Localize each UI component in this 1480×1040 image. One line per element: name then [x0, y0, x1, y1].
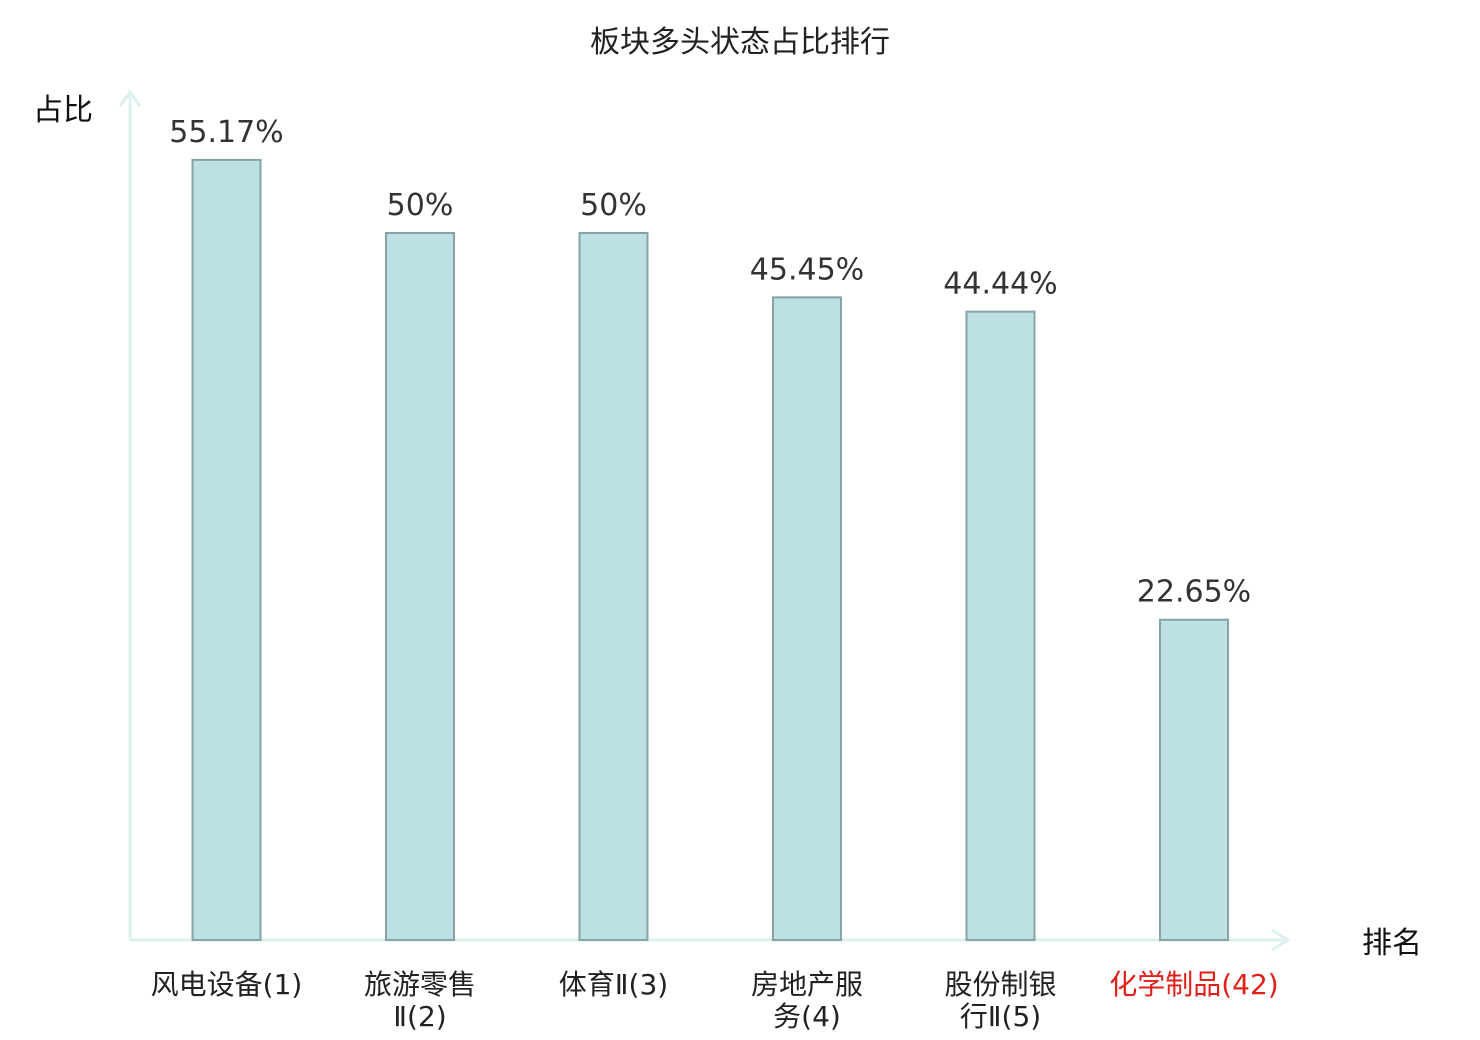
value-label-1: 55.17%: [169, 115, 283, 150]
value-label-6: 22.65%: [1137, 575, 1251, 610]
x-axis-arrow: [1271, 928, 1291, 952]
category-label-2-line-1: 旅游零售: [364, 968, 476, 1001]
category-label-5-line-2: 行Ⅱ(5): [960, 1000, 1041, 1033]
category-label-4-line-2: 务(4): [773, 1000, 841, 1033]
bars-group: [191, 158, 1229, 942]
x-axis: [130, 928, 1291, 952]
category-label-4-line-1: 房地产服: [751, 968, 863, 1001]
category-label-3-line-1: 体育Ⅱ(3): [559, 968, 668, 1001]
bar-3: [578, 232, 649, 941]
value-label-2: 50%: [387, 188, 454, 223]
bar-1: [191, 158, 262, 942]
y-axis: [118, 89, 142, 940]
category-label-2-line-2: Ⅱ(2): [393, 1000, 446, 1033]
chart-title: 板块多头状态占比排行: [590, 25, 890, 60]
x-axis-label: 排名: [1362, 926, 1422, 961]
bar-5: [965, 310, 1036, 941]
y-axis-arrow: [118, 89, 142, 107]
category-label-6-line-1: 化学制品(42): [1109, 968, 1278, 1001]
category-label-5-line-1: 股份制银: [944, 968, 1056, 1001]
bar-6: [1159, 618, 1229, 941]
value-labels-group: 55.17% 50% 50% 45.45% 44.44% 22.65%: [169, 115, 1251, 610]
category-label-1-line-1: 风电设备(1): [151, 968, 303, 1001]
bar-4: [772, 296, 842, 942]
y-axis-label: 占比: [33, 93, 93, 128]
value-label-4: 45.45%: [750, 252, 864, 287]
value-label-5: 44.44%: [943, 267, 1057, 302]
bar-2: [385, 232, 455, 941]
value-label-3: 50%: [580, 188, 647, 223]
